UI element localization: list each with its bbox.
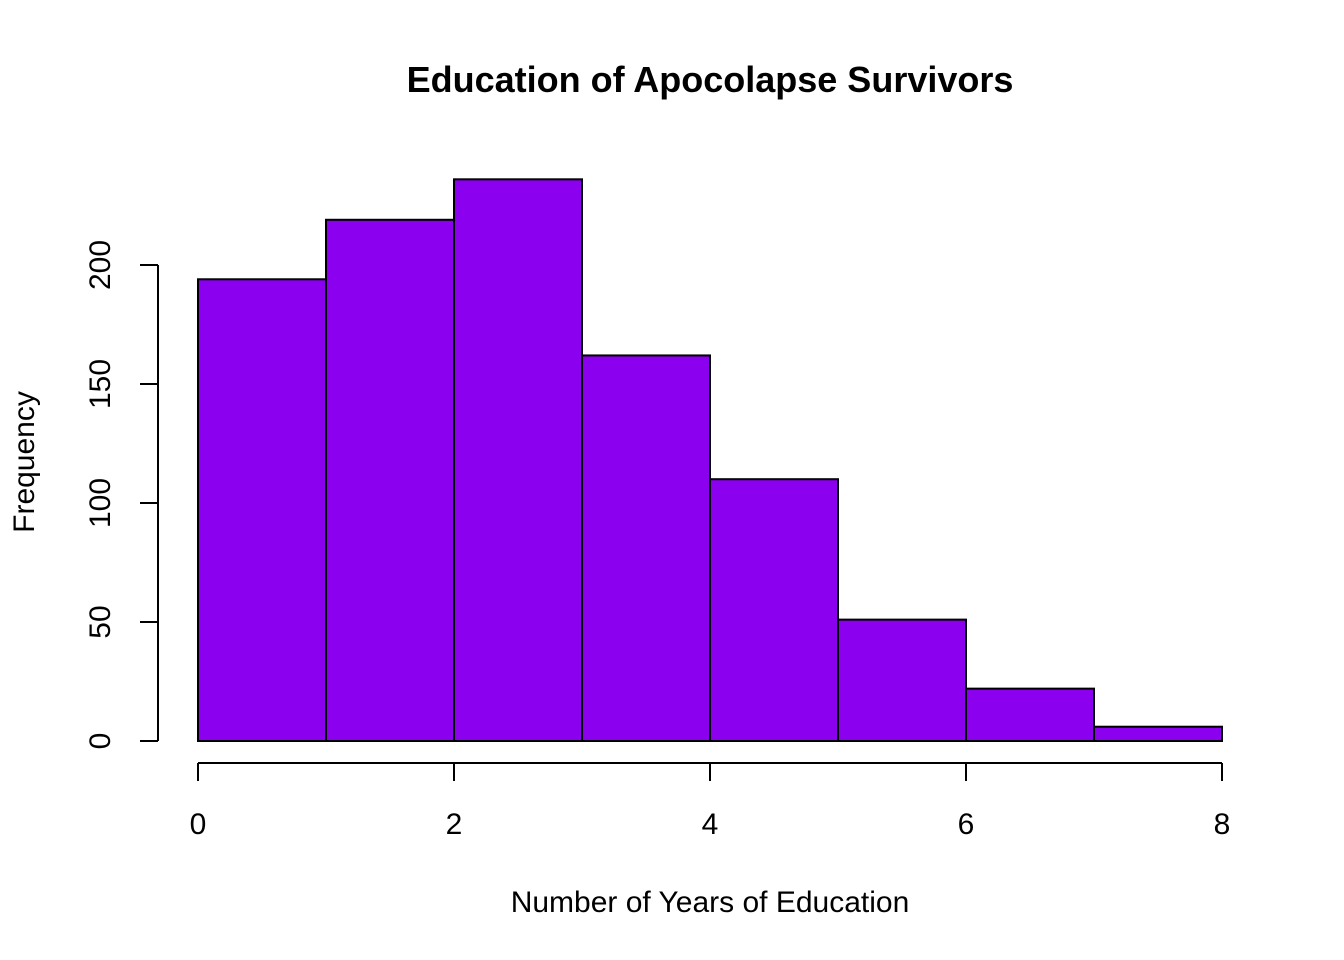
- x-tick-label-2: 4: [702, 808, 719, 841]
- x-axis: 0 2 4 6 8: [190, 762, 1231, 841]
- y-axis: 0 50 100 150 200: [84, 240, 159, 750]
- histogram-bar-0: [197, 278, 327, 742]
- y-tick-label-0: 0: [84, 733, 117, 750]
- histogram-bar-7: [1093, 725, 1223, 742]
- y-tick-label-3: 150: [84, 359, 117, 409]
- bars-group: [197, 178, 1223, 743]
- x-tick-label-3: 6: [958, 808, 975, 841]
- chart-title: Education of Apocolapse Survivors: [407, 59, 1014, 100]
- y-tick-label-2: 100: [84, 478, 117, 528]
- y-axis-label: Frequency: [8, 391, 41, 533]
- x-tick-label-4: 8: [1214, 808, 1231, 841]
- histogram-bar-6: [965, 687, 1095, 743]
- y-tick-label-1: 50: [84, 605, 117, 638]
- x-tick-label-1: 2: [446, 808, 463, 841]
- histogram-bar-4: [709, 478, 839, 742]
- y-tick-label-4: 200: [84, 240, 117, 290]
- x-tick-label-0: 0: [190, 808, 207, 841]
- histogram-bar-1: [325, 218, 455, 742]
- x-axis-label: Number of Years of Education: [511, 886, 910, 919]
- histogram-bar-5: [837, 618, 967, 742]
- histogram-bar-2: [453, 178, 583, 742]
- histogram-bar-3: [581, 354, 711, 742]
